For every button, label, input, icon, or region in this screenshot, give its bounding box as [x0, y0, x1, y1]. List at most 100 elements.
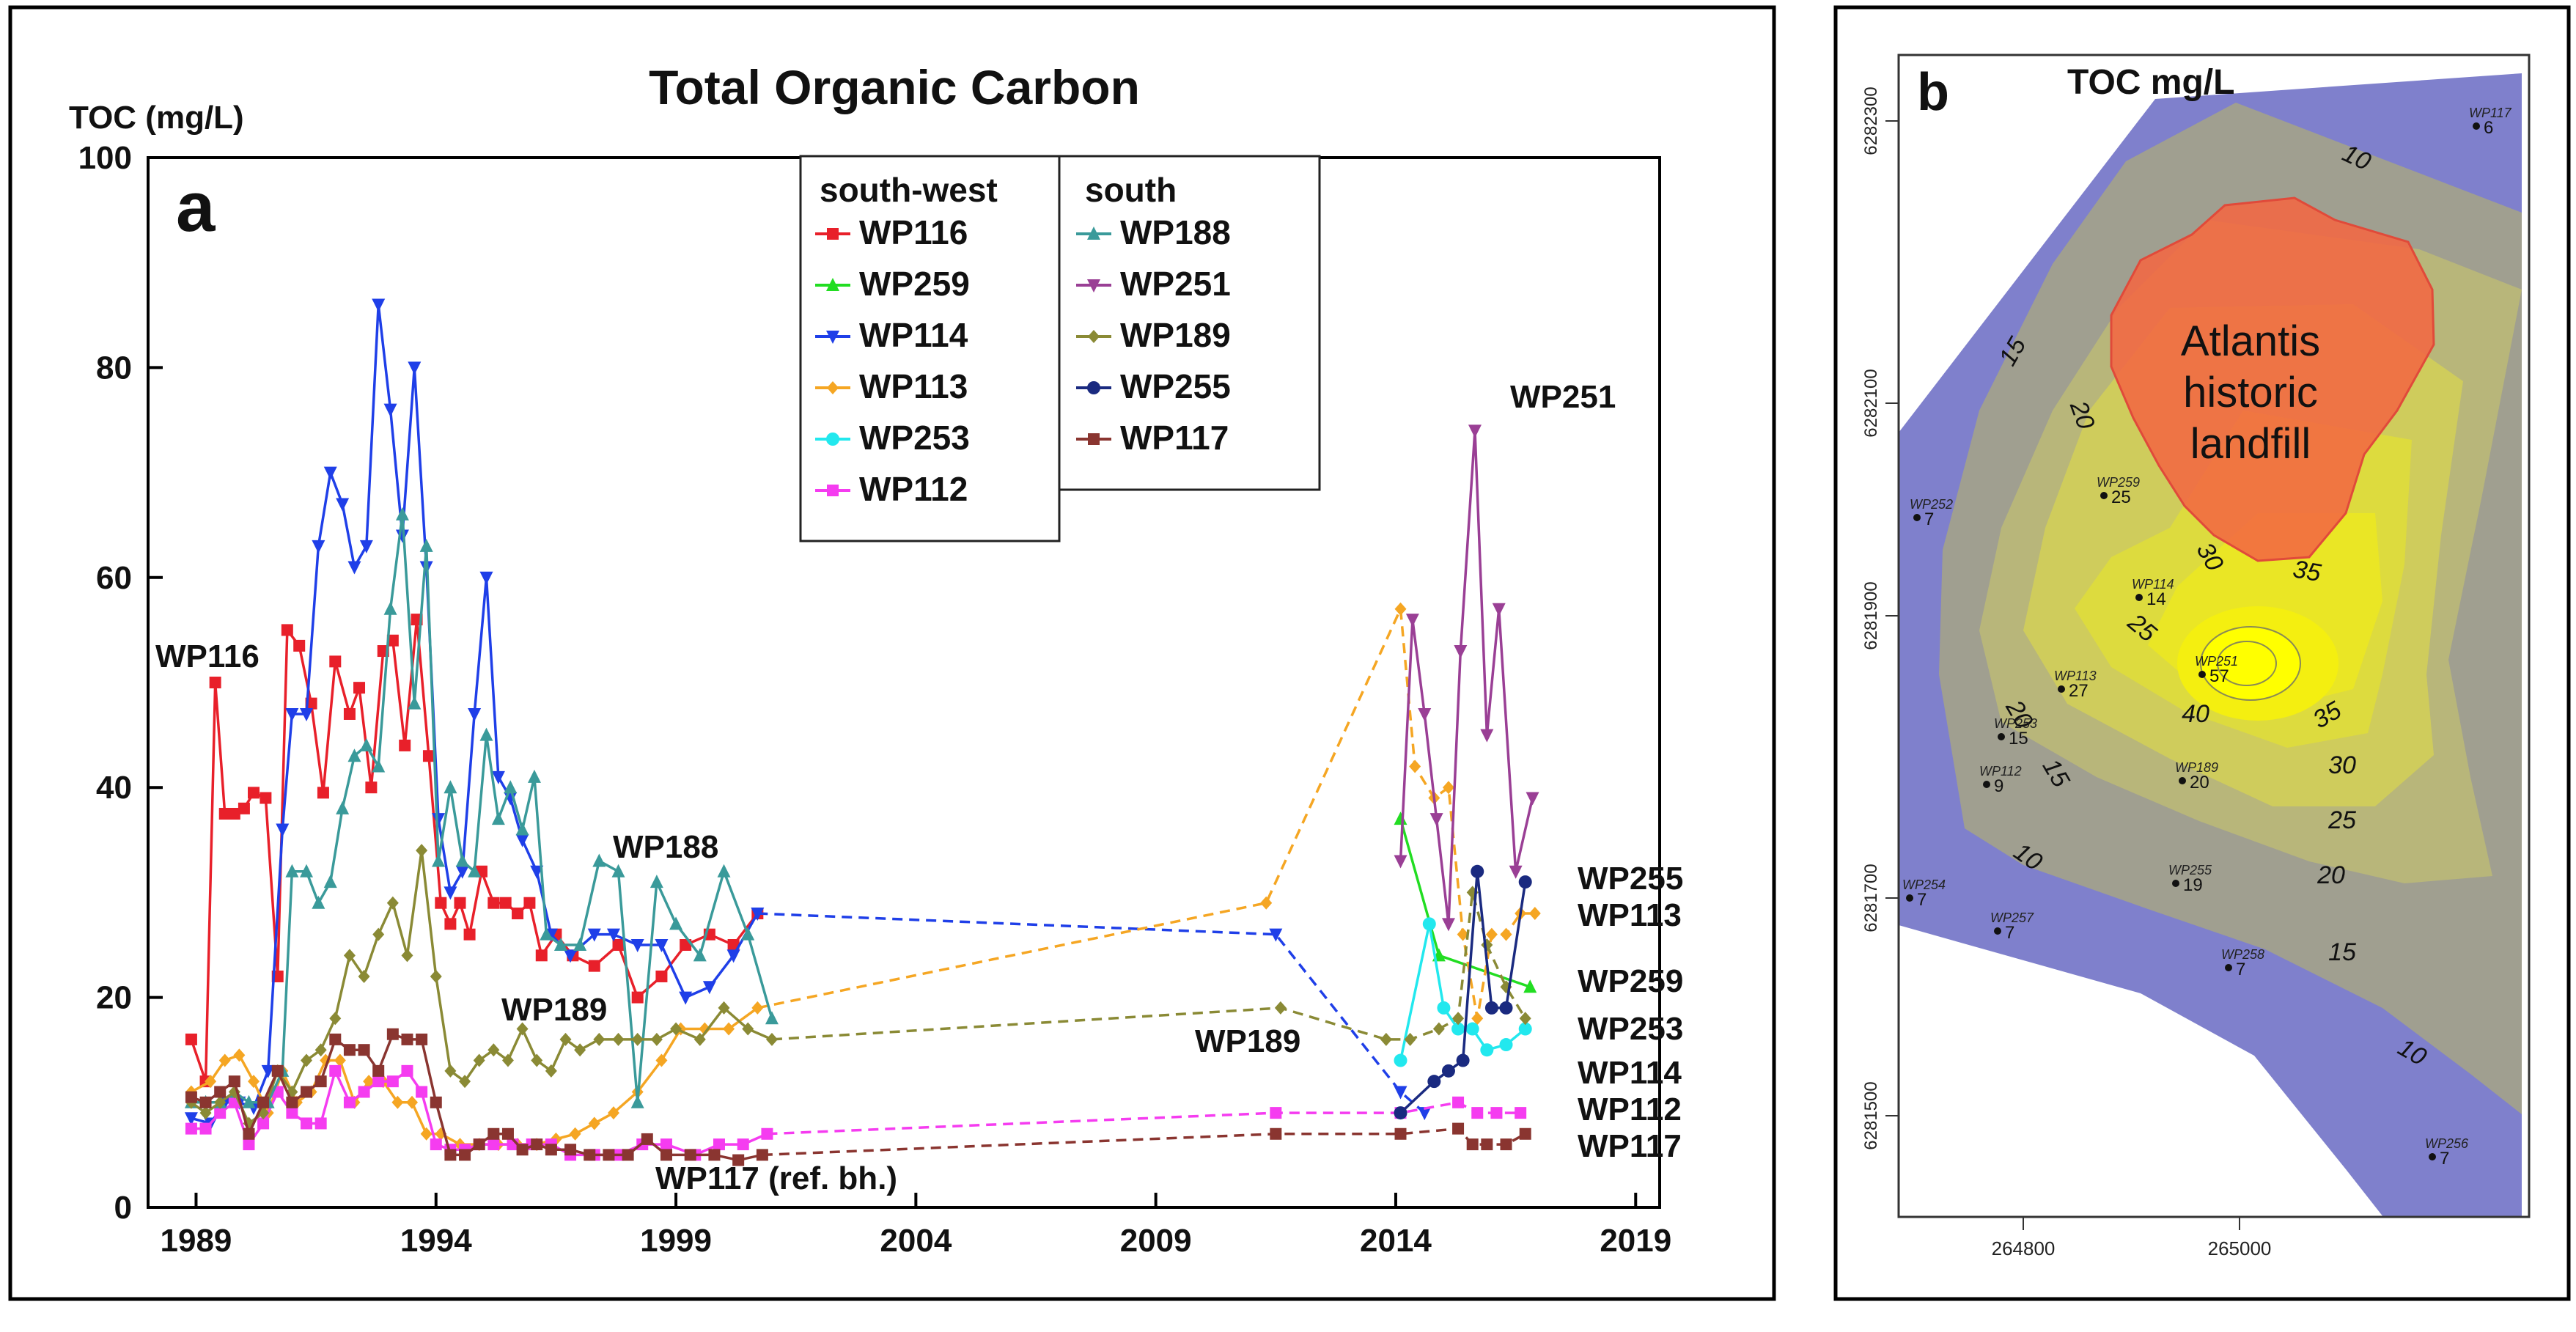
series-wp114-point	[1269, 928, 1283, 942]
series-wp188-point	[765, 1011, 779, 1025]
series-wp117-point	[1466, 1138, 1479, 1151]
well-wp252-point	[1913, 514, 1921, 521]
well-wp112-value: 9	[1994, 776, 2003, 796]
series-wp117-point	[603, 1149, 615, 1161]
series-wp114-dashed-line	[757, 912, 1426, 1114]
series-wp117-point	[516, 1144, 529, 1156]
series-wp114-point	[372, 298, 386, 312]
legend-marker-wp116	[827, 228, 839, 240]
series-wp117-point	[564, 1144, 577, 1156]
series-wp114-point	[432, 813, 446, 827]
y-tick-label: 0	[114, 1190, 132, 1226]
series-wp116-point	[281, 624, 293, 636]
map-title: TOC mg/L	[2067, 63, 2234, 102]
series-wp116-point	[655, 970, 668, 982]
well-wp114-value: 14	[2146, 589, 2166, 609]
series-wp116-point	[386, 634, 399, 647]
series-wp113-point	[1471, 1012, 1484, 1026]
series-wp189-point	[386, 896, 399, 910]
legend-label-wp116: WP116	[859, 213, 968, 251]
series-wp116-point	[317, 787, 329, 799]
series-wp112-point	[1452, 1096, 1465, 1108]
y-axis-label: TOC (mg/L)	[69, 100, 244, 136]
contour-label: 40	[2182, 700, 2209, 728]
series-wp188-point	[432, 853, 446, 867]
series-wp117-point	[329, 1033, 342, 1045]
series-wp189-point	[501, 1053, 514, 1067]
well-wp113-point	[2058, 685, 2065, 693]
series-wp117-point	[708, 1149, 721, 1161]
well-wp112-point	[1983, 781, 1990, 788]
annotation-wp188: WP188	[613, 829, 718, 865]
x-tick-label: 1999	[640, 1223, 712, 1259]
series-wp117-point	[501, 1127, 514, 1140]
well-wp259-point	[2100, 492, 2108, 499]
well-wp113-value: 27	[2069, 681, 2089, 701]
series-wp189-point	[473, 1053, 485, 1067]
series-wp188-point	[693, 948, 707, 962]
series-wp114-point	[630, 939, 644, 952]
series-wp114-point	[726, 949, 740, 963]
series-wp255-point	[1499, 1001, 1513, 1015]
series-wp117-point	[1270, 1127, 1282, 1140]
series-wp188-point	[300, 864, 314, 877]
series-wp114-point	[455, 865, 469, 879]
legend-label-wp259: WP259	[859, 265, 970, 303]
y-tick-label: 60	[96, 560, 132, 596]
series-wp113-point	[406, 1095, 419, 1109]
well-wp253-name: WP253	[1994, 716, 2037, 731]
well-wp114-point	[2135, 594, 2143, 601]
series-wp116-point	[329, 655, 342, 668]
series-wp116-point	[248, 787, 260, 799]
map-frame	[1897, 54, 2531, 1218]
annotation-wp112: WP112	[1578, 1092, 1682, 1127]
annotation-wp189-right: WP189	[1195, 1023, 1300, 1059]
series-wp113-point	[1409, 759, 1421, 773]
series-wp113-point	[1528, 907, 1541, 921]
series-wp253-point	[1518, 1022, 1532, 1036]
series-wp117-point	[185, 1091, 197, 1103]
series-wp112-point	[329, 1064, 342, 1077]
legend-items: WP116 WP259 WP114 WP113 WP253 WP112 WP188 WP251…	[815, 213, 1231, 508]
well-wp189-name: WP189	[2175, 760, 2218, 775]
series-wp189-dashed-line	[771, 891, 1527, 1041]
well-wp256-value: 7	[2440, 1149, 2449, 1169]
well-wp251-point	[2198, 671, 2206, 678]
series-wp116-point	[523, 897, 536, 909]
series-wp117-point	[684, 1149, 696, 1161]
well-wp258-name: WP258	[2221, 947, 2264, 962]
well-wp254-point	[1906, 894, 1913, 902]
series-wp251-point	[1468, 424, 1482, 438]
series-wp114-point	[479, 571, 493, 585]
series-wp114-point	[444, 886, 457, 900]
well-wp258-value: 7	[2236, 960, 2245, 979]
series-wp251	[1394, 424, 1539, 932]
legend-box-south	[1058, 155, 1321, 491]
y-tick-label: 20	[96, 980, 132, 1016]
legend-marker-wp189	[1088, 330, 1100, 343]
series-wp253-point	[1480, 1043, 1494, 1057]
series-wp189-point	[301, 1053, 313, 1067]
series-wp189-point	[693, 1032, 706, 1046]
series-wp189-point	[1274, 1001, 1287, 1015]
series-wp114-point	[587, 928, 601, 942]
series-wp117-point	[1500, 1138, 1512, 1151]
legend-marker-wp113	[827, 381, 839, 394]
well-wp259-name: WP259	[2097, 475, 2140, 490]
series-wp116-point	[512, 908, 524, 920]
series-wp114-point	[515, 834, 529, 847]
series-wp255-point	[1427, 1075, 1441, 1089]
series-wp188-point	[527, 769, 541, 783]
series-wp188-point	[741, 927, 755, 941]
panel-a-chart: Total Organic Carbon TOC (mg/L) a 0 20 40 6…	[8, 5, 1776, 1301]
series-wp188-point	[395, 507, 409, 520]
series-wp112-point	[401, 1064, 413, 1077]
chart-title: Total Organic Carbon	[649, 60, 1140, 114]
series-wp112-point	[1270, 1107, 1282, 1119]
series-wp114-point	[383, 403, 397, 417]
series-wp117-point	[584, 1149, 596, 1161]
series-wp112-point	[487, 1138, 500, 1151]
series-wp255-point	[1484, 1001, 1498, 1015]
series-wp113-point	[1457, 927, 1469, 941]
panel-letter-a: a	[176, 168, 216, 246]
